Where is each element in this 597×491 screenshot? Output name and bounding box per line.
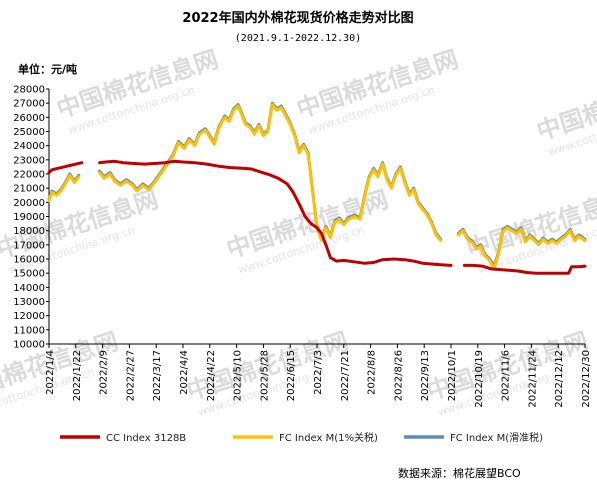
y-tick-label: 22000 xyxy=(13,170,45,181)
x-tick-label: 2022/12/30 xyxy=(581,350,592,408)
chart-subtitle: (2021.9.1-2022.12.30) xyxy=(235,33,361,44)
legend: CC Index 3128B FC Index M(1%关税) FC Index M… xyxy=(60,431,543,444)
x-tick-label: 2022/10/1 xyxy=(447,350,458,401)
x-tick-label: 2022/8/8 xyxy=(367,350,378,395)
series-line-0 xyxy=(47,159,587,275)
x-tick-label: 2022/2/27 xyxy=(125,350,136,401)
y-tick-label: 17000 xyxy=(13,240,45,251)
x-tick-label: 2022/4/4 xyxy=(179,350,190,395)
x-tick-labels: 2022/1/4 2022/1/22 2022/2/9 2022/2/27 2022/3… xyxy=(45,344,592,408)
y-axis-unit-label: 单位：元/吨 xyxy=(18,62,77,76)
y-tick-label: 20000 xyxy=(13,198,45,209)
y-tick-label: 19000 xyxy=(13,212,45,223)
x-tick-label: 2022/11/6 xyxy=(501,350,512,401)
x-tick-label: 2022/1/22 xyxy=(72,350,83,401)
x-tick-label: 2022/11/24 xyxy=(527,350,538,408)
y-tick-label: 11000 xyxy=(13,325,45,336)
x-tick-label: 2022/6/15 xyxy=(286,350,297,401)
y-tick-label: 16000 xyxy=(13,255,45,266)
y-tick-labels: 10000 11000 12000 13000 14000 15000 16000 17000… xyxy=(13,85,49,351)
y-tick-label: 18000 xyxy=(13,226,45,237)
series-line-1 xyxy=(47,103,587,271)
x-tick-label: 2022/8/26 xyxy=(393,350,404,401)
y-tick-label: 26000 xyxy=(13,113,45,124)
y-tick-label: 27000 xyxy=(13,99,45,110)
x-tick-label: 2022/5/28 xyxy=(259,350,270,401)
y-tick-label: 25000 xyxy=(13,127,45,138)
x-tick-label: 2022/12/12 xyxy=(554,350,565,408)
y-tick-label: 13000 xyxy=(13,297,45,308)
x-tick-label: 2022/1/4 xyxy=(45,350,56,395)
x-tick-label: 2022/9/13 xyxy=(420,350,431,401)
chart-title: 2022年国内外棉花现货价格走势对比图 xyxy=(182,10,413,26)
y-tick-label: 14000 xyxy=(13,283,45,294)
x-tick-label: 2022/5/10 xyxy=(233,350,244,401)
y-tick-label: 24000 xyxy=(13,141,45,152)
series-lines xyxy=(47,101,587,275)
y-tick-label: 12000 xyxy=(13,311,45,322)
x-tick-label: 2022/10/19 xyxy=(474,350,485,408)
data-source-note: 数据来源：棉花展望BCO xyxy=(398,466,521,480)
y-tick-label: 10000 xyxy=(13,340,45,351)
legend-label: FC Index M(滑准税) xyxy=(450,431,543,444)
x-tick-label: 2022/4/22 xyxy=(206,350,217,401)
legend-label: FC Index M(1%关税) xyxy=(279,431,378,444)
x-tick-label: 2022/7/21 xyxy=(340,350,351,401)
x-tick-label: 2022/7/3 xyxy=(313,350,324,395)
y-tick-label: 21000 xyxy=(13,184,45,195)
y-tick-label: 28000 xyxy=(13,85,45,96)
x-tick-label: 2022/2/9 xyxy=(99,350,110,395)
y-tick-label: 15000 xyxy=(13,269,45,280)
x-tick-label: 2022/3/17 xyxy=(152,350,163,401)
y-tick-label: 23000 xyxy=(13,155,45,166)
legend-label: CC Index 3128B xyxy=(106,433,186,444)
